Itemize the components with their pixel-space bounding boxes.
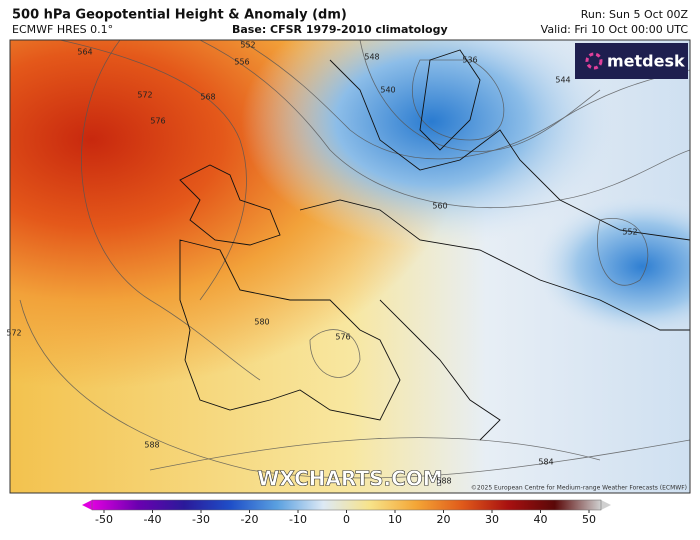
colorbar-min-arrow [82, 500, 92, 510]
contour-label: 572 [6, 329, 21, 338]
map-frame [9, 39, 691, 494]
watermark: WXCHARTS.COM [257, 467, 442, 491]
colorbar-tick-label: 50 [582, 513, 596, 526]
contour-label: 588 [436, 477, 451, 486]
credit: ©2025 European Centre for Medium-range W… [471, 485, 687, 492]
colorbar-tick-label: 10 [388, 513, 402, 526]
contour-label: 588 [144, 441, 159, 450]
contour-label: 536 [462, 56, 477, 65]
contour-label: 548 [364, 53, 379, 62]
colorbar-tick-label: -40 [144, 513, 162, 526]
colorbar-tick-label: 20 [437, 513, 451, 526]
contour-label: 580 [254, 318, 269, 327]
colorbar-scale [91, 499, 602, 511]
colorbar-tick-label: -20 [241, 513, 259, 526]
colorbar-tick-label: -30 [192, 513, 210, 526]
colorbar-tick-label: 40 [534, 513, 548, 526]
colorbar-tick-label: -10 [289, 513, 307, 526]
colorbar-tick-label: -50 [95, 513, 113, 526]
valid: Valid: Fri 10 Oct 00:00 UTC [541, 23, 689, 36]
contour-label: 540 [380, 86, 395, 95]
contour-label: 552 [622, 228, 637, 237]
title: 500 hPa Geopotential Height & Anomaly (d… [12, 8, 347, 23]
contour-label: 544 [555, 76, 570, 85]
map [10, 40, 690, 493]
run: Run: Sun 5 Oct 00Z [581, 8, 689, 21]
contour-label: 568 [200, 93, 215, 102]
colorbar-tick-label: 0 [343, 513, 350, 526]
logo-box: metdesk [575, 43, 688, 79]
contour-label: 552 [240, 41, 255, 50]
colorbar-max-arrow [601, 500, 611, 510]
colorbar-tick-label: 30 [485, 513, 499, 526]
contour-label: 572 [137, 91, 152, 100]
base: Base: CFSR 1979-2010 climatology [232, 23, 448, 36]
contour-labels: 564 572 568 576 556 552 548 540 536 544 560 552 580 5… [6, 41, 637, 486]
contour-label: 564 [77, 48, 92, 57]
logo: metdesk [607, 52, 685, 71]
contour-label: 556 [234, 58, 249, 67]
model: ECMWF HRES 0.1° [12, 23, 113, 36]
contour-label: 576 [150, 117, 165, 126]
contour-label: 584 [538, 458, 553, 467]
contour-label: 576 [335, 333, 350, 342]
colorbar: -50 -40 -30 -20 -10 0 10 20 30 40 50 [82, 499, 611, 526]
contour-label: 560 [432, 202, 447, 211]
